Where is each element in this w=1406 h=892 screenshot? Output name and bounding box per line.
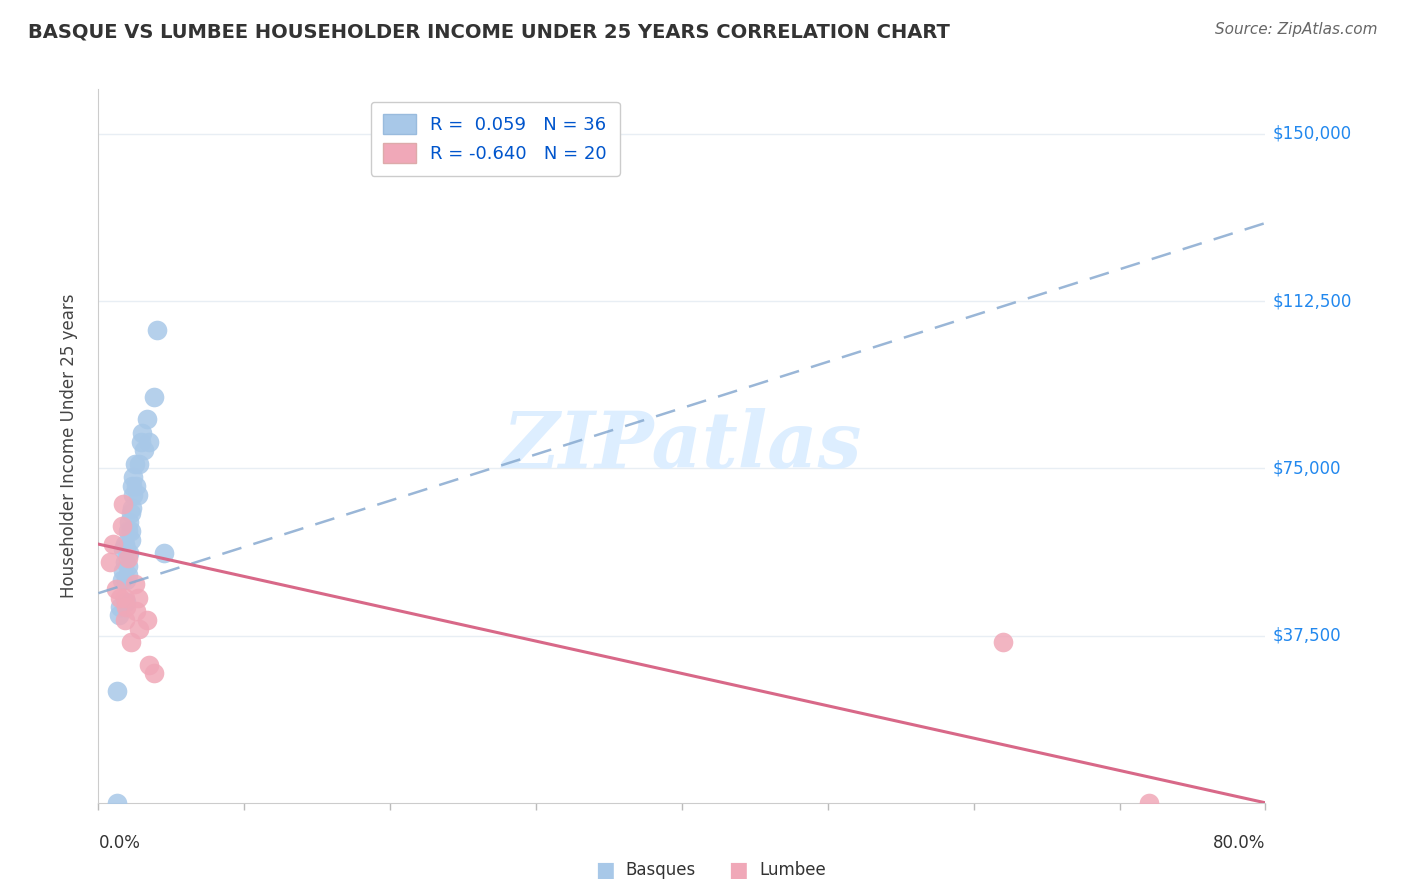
Point: [112, 541, 135, 556]
Point: [121, 479, 143, 493]
Point: [115, 595, 138, 609]
Point: [117, 568, 139, 582]
Point: [115, 599, 138, 614]
Point: [142, 390, 165, 404]
Point: [104, 582, 127, 596]
Point: [112, 497, 135, 511]
Point: [131, 425, 153, 440]
Point: [117, 550, 139, 565]
Text: ■: ■: [728, 860, 748, 880]
Text: ■: ■: [595, 860, 614, 880]
Point: [138, 657, 160, 672]
Point: [122, 470, 145, 484]
Legend: R =  0.059   N = 36, R = -0.640   N = 20: R = 0.059 N = 36, R = -0.640 N = 20: [371, 102, 620, 176]
Text: Basques: Basques: [626, 861, 696, 879]
Point: [125, 479, 148, 493]
Point: [132, 443, 155, 458]
Point: [108, 608, 131, 623]
Point: [146, 323, 169, 337]
Point: [120, 635, 142, 649]
Text: BASQUE VS LUMBEE HOUSEHOLDER INCOME UNDER 25 YEARS CORRELATION CHART: BASQUE VS LUMBEE HOUSEHOLDER INCOME UNDE…: [28, 22, 950, 41]
Text: Source: ZipAtlas.com: Source: ZipAtlas.com: [1215, 22, 1378, 37]
Point: [98, 555, 121, 569]
Point: [135, 412, 157, 426]
Text: $112,500: $112,500: [1272, 292, 1351, 310]
Point: [114, 613, 136, 627]
Text: 0.0%: 0.0%: [98, 834, 141, 852]
Text: $37,500: $37,500: [1272, 626, 1341, 645]
Point: [115, 541, 138, 556]
Point: [127, 488, 149, 502]
Point: [122, 488, 145, 502]
Point: [991, 635, 1014, 649]
Point: [153, 546, 176, 560]
Point: [110, 599, 132, 614]
Point: [124, 577, 146, 591]
Point: [112, 564, 135, 578]
Point: [120, 506, 142, 520]
Point: [142, 666, 165, 681]
Point: [114, 537, 136, 551]
Point: [121, 501, 143, 516]
Point: [114, 591, 136, 605]
Point: [135, 613, 157, 627]
Text: 80.0%: 80.0%: [1213, 834, 1265, 852]
Point: [128, 457, 150, 471]
Point: [120, 524, 142, 538]
Point: [117, 559, 139, 574]
Y-axis label: Householder Income Under 25 years: Householder Income Under 25 years: [59, 293, 77, 599]
Point: [125, 604, 148, 618]
Point: [101, 537, 124, 551]
Point: [124, 457, 146, 471]
Point: [127, 591, 149, 605]
Point: [111, 573, 134, 587]
Text: $75,000: $75,000: [1272, 459, 1341, 477]
Point: [110, 591, 132, 605]
Text: ZIPatlas: ZIPatlas: [502, 408, 862, 484]
Point: [128, 622, 150, 636]
Text: Lumbee: Lumbee: [759, 861, 825, 879]
Point: [118, 515, 141, 529]
Point: [118, 546, 141, 560]
Point: [115, 573, 138, 587]
Point: [105, 796, 128, 810]
Text: $150,000: $150,000: [1272, 125, 1351, 143]
Point: [1137, 796, 1160, 810]
Point: [117, 524, 139, 538]
Point: [138, 434, 160, 449]
Point: [114, 555, 136, 569]
Point: [111, 519, 134, 533]
Point: [129, 434, 152, 449]
Point: [105, 684, 128, 698]
Point: [120, 533, 142, 547]
